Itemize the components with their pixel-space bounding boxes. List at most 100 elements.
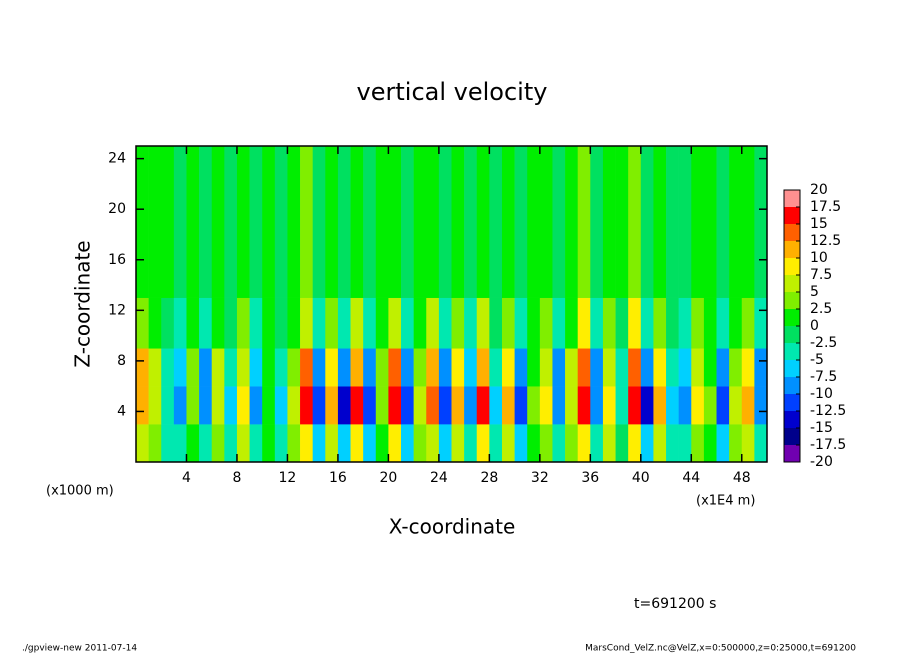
colorbar-label: -7.5 [810, 369, 837, 385]
heatmap-cell [716, 424, 730, 463]
heatmap-cell [703, 348, 717, 387]
heatmap-cell [173, 297, 187, 349]
heatmap-cell [501, 424, 515, 463]
heatmap-cell [287, 146, 301, 298]
heatmap-cell [136, 386, 149, 425]
heatmap-cell [350, 424, 364, 463]
heatmap-cell [640, 146, 654, 298]
heatmap-cell [199, 386, 213, 425]
heatmap-cell [388, 424, 402, 463]
heatmap-cell [186, 424, 200, 463]
heatmap-cell [312, 424, 326, 463]
heatmap-cell [401, 424, 414, 463]
heatmap-cell [401, 297, 414, 349]
heatmap-cell [716, 386, 730, 425]
heatmap-cell [249, 297, 263, 349]
heatmap-cell [136, 424, 149, 463]
heatmap-cell [224, 297, 238, 349]
heatmap-cell [375, 348, 389, 387]
heatmap-cell [666, 424, 679, 463]
colorbar-swatch [784, 275, 800, 292]
heatmap-cell [287, 297, 301, 349]
x-tick-label: 20 [379, 470, 397, 486]
heatmap-cell [325, 146, 339, 298]
heatmap-cell [565, 348, 578, 387]
heatmap-cell [363, 297, 377, 349]
heatmap-cell [729, 386, 743, 425]
heatmap-cell [653, 297, 667, 349]
heatmap-cell [300, 386, 313, 425]
heatmap-cell [514, 424, 528, 463]
y-tick-label: 24 [108, 151, 126, 167]
heatmap-cell [438, 297, 452, 349]
heatmap-cell [552, 424, 566, 463]
heatmap-cell [754, 348, 768, 387]
heatmap-cell [464, 297, 478, 349]
heatmap-cell [501, 386, 515, 425]
heatmap-cell [375, 386, 389, 425]
heatmap-cell [527, 348, 541, 387]
colorbar-swatch [784, 207, 800, 224]
heatmap-cell [413, 386, 427, 425]
heatmap-cell [287, 348, 301, 387]
heatmap-cell [577, 297, 591, 349]
heatmap-cell [148, 424, 162, 463]
colorbar-swatch [784, 258, 800, 275]
heatmap-cell [438, 146, 452, 298]
heatmap-cell [489, 424, 503, 463]
heatmap-cell [375, 297, 389, 349]
heatmap-cell [590, 297, 604, 349]
heatmap-cell [249, 146, 263, 298]
heatmap-cell [262, 424, 276, 463]
heatmap-cell [173, 348, 187, 387]
heatmap-cell [438, 424, 452, 463]
heatmap-cell [754, 386, 768, 425]
heatmap-cell [236, 348, 250, 387]
y-tick-label: 20 [108, 201, 126, 217]
heatmap-cell [300, 297, 313, 349]
heatmap-cell [401, 348, 414, 387]
heatmap-cell [413, 348, 427, 387]
heatmap-cell [527, 297, 541, 349]
heatmap-cell [501, 348, 515, 387]
heatmap-cell [199, 348, 213, 387]
heatmap-cell [148, 386, 162, 425]
colorbar-label: 12.5 [810, 233, 841, 249]
y-tick-label: 12 [108, 302, 126, 318]
colorbar-label: -5 [810, 352, 824, 368]
heatmap-cell [186, 297, 200, 349]
heatmap-cell [173, 424, 187, 463]
heatmap-cell [363, 348, 377, 387]
heatmap-cell [337, 424, 351, 463]
heatmap-cell [148, 146, 162, 298]
heatmap-cell [211, 424, 225, 463]
heatmap-cell [287, 386, 301, 425]
heatmap-cell [476, 146, 490, 298]
heatmap-cell [678, 297, 692, 349]
heatmap-cell [729, 297, 743, 349]
heatmap-cell [262, 348, 276, 387]
x-tick-label: 48 [733, 470, 751, 486]
heatmap-cell [653, 348, 667, 387]
x-tick-label: 32 [531, 470, 549, 486]
heatmap-cell [426, 424, 440, 463]
heatmap-cell [729, 146, 743, 298]
heatmap-cell [249, 386, 263, 425]
heatmap-cell [489, 297, 503, 349]
heatmap-cell [678, 348, 692, 387]
heatmap-cell [350, 386, 364, 425]
heatmap-cell [300, 348, 313, 387]
heatmap-cell [716, 297, 730, 349]
time-label: t=691200 s [634, 596, 716, 612]
heatmap-cell [691, 424, 705, 463]
heatmap-cell [476, 297, 490, 349]
heatmap-cell [287, 424, 301, 463]
colorbar-label: -2.5 [810, 335, 837, 351]
heatmap-cell [691, 297, 705, 349]
y-tick-label: 4 [117, 403, 126, 419]
heatmap-cell [249, 424, 263, 463]
heatmap-cell [678, 146, 692, 298]
heatmap-cell [363, 146, 377, 298]
heatmap-cell [514, 386, 528, 425]
heatmap-cell [552, 386, 566, 425]
